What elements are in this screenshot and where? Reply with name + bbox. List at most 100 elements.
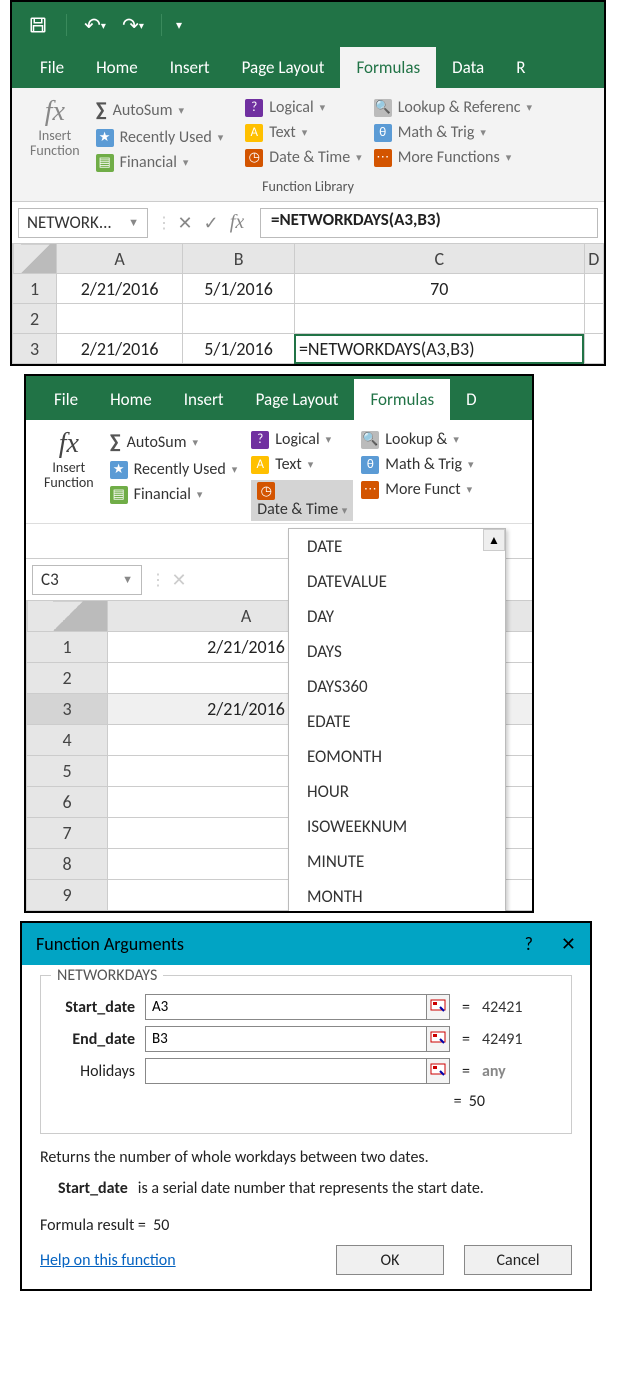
row-header[interactable]: 3: [13, 334, 57, 364]
ribbon-logical[interactable]: ? Logical ▾: [251, 430, 353, 449]
ribbon-more-functions[interactable]: ⋯ More Functions ▾: [374, 148, 532, 167]
tab-d[interactable]: D: [450, 379, 492, 420]
col-header[interactable]: D: [584, 244, 603, 274]
enter-formula-icon[interactable]: ✓: [198, 212, 224, 234]
ribbon-recently-used[interactable]: ★ Recently Used ▾: [110, 460, 238, 479]
row-header[interactable]: 9: [27, 880, 108, 911]
row-header[interactable]: 1: [13, 274, 57, 304]
col-header[interactable]: B: [183, 244, 295, 274]
ribbon-logical[interactable]: ? Logical ▾: [245, 98, 361, 117]
cell[interactable]: 70: [294, 274, 584, 304]
tab-home[interactable]: Home: [80, 47, 154, 88]
cell[interactable]: [584, 334, 603, 364]
dropdown-item[interactable]: DATEVALUE: [289, 564, 505, 599]
cancel-button[interactable]: Cancel: [464, 1245, 572, 1275]
ribbon-lookup-[interactable]: 🔍 Lookup & ▾: [361, 430, 473, 449]
range-selector-icon[interactable]: [426, 1058, 450, 1084]
tab-r[interactable]: R: [500, 47, 541, 88]
close-icon[interactable]: ✕: [561, 933, 576, 955]
row-header[interactable]: 8: [27, 849, 108, 880]
ok-button[interactable]: OK: [336, 1245, 444, 1275]
row-header[interactable]: 4: [27, 725, 108, 756]
arg-result: 42421: [482, 998, 523, 1017]
dropdown-item[interactable]: EOMONTH: [289, 739, 505, 774]
name-box[interactable]: NETWORK...▼: [18, 208, 148, 238]
worksheet[interactable]: ABCD12/21/20165/1/201670232/21/20165/1/2…: [12, 243, 604, 364]
cancel-formula-icon[interactable]: ✕: [172, 212, 198, 234]
cell[interactable]: =NETWORKDAYS(A3,B3): [294, 334, 584, 364]
tab-page-layout[interactable]: Page Layout: [226, 47, 341, 88]
ribbon-text[interactable]: A Text ▾: [245, 123, 361, 142]
cell[interactable]: [57, 304, 183, 334]
dropdown-item[interactable]: EDATE: [289, 704, 505, 739]
ribbon-math-trig[interactable]: θ Math & Trig ▾: [374, 123, 532, 142]
tab-file[interactable]: File: [38, 379, 94, 420]
redo-icon[interactable]: ↷▾: [119, 13, 147, 37]
cell[interactable]: 2/21/2016: [57, 274, 183, 304]
dropdown-item[interactable]: DATE: [289, 529, 505, 564]
range-selector-icon[interactable]: [426, 994, 450, 1020]
undo-icon[interactable]: ↶▾: [81, 13, 109, 37]
row-header[interactable]: 2: [13, 304, 57, 334]
dropdown-item[interactable]: DAY: [289, 599, 505, 634]
tab-home[interactable]: Home: [94, 379, 168, 420]
row-header[interactable]: 3: [27, 694, 108, 725]
cell[interactable]: [294, 304, 584, 334]
name-box[interactable]: C3▼: [32, 565, 142, 595]
col-header[interactable]: C: [294, 244, 584, 274]
dropdown-item[interactable]: HOUR: [289, 774, 505, 809]
tab-page-layout[interactable]: Page Layout: [240, 379, 355, 420]
tab-formulas[interactable]: Formulas: [354, 379, 450, 420]
ribbon-financial[interactable]: ▤ Financial ▾: [96, 153, 224, 172]
cell[interactable]: [183, 304, 295, 334]
select-all[interactable]: [13, 244, 57, 274]
tab-file[interactable]: File: [24, 47, 80, 88]
tab-insert[interactable]: Insert: [168, 379, 240, 420]
ribbon-lookup-referenc[interactable]: 🔍 Lookup & Referenc ▾: [374, 98, 532, 117]
arg-input[interactable]: [145, 1026, 427, 1052]
range-selector-icon[interactable]: [426, 1026, 450, 1052]
formula-input[interactable]: =NETWORKDAYS(A3,B3): [260, 208, 598, 238]
tab-data[interactable]: Data: [436, 47, 500, 88]
ribbon-financial[interactable]: ▤ Financial ▾: [110, 485, 238, 504]
tab-insert[interactable]: Insert: [154, 47, 226, 88]
dropdown-item[interactable]: DAYS360: [289, 669, 505, 704]
arg-input[interactable]: [145, 1058, 427, 1084]
dropdown-item[interactable]: DAYS: [289, 634, 505, 669]
cell[interactable]: 5/1/2016: [183, 274, 295, 304]
fx-icon[interactable]: fx: [224, 211, 250, 234]
ribbon-date-time[interactable]: ◷ Date & Time ▾: [251, 480, 353, 521]
insert-function-button[interactable]: fx Insert Function: [36, 426, 102, 521]
save-icon[interactable]: [24, 13, 52, 37]
ribbon-more-funct[interactable]: ⋯ More Funct ▾: [361, 480, 473, 499]
ribbon-recently-used[interactable]: ★ Recently Used ▾: [96, 128, 224, 147]
ribbon-date-time[interactable]: ◷ Date & Time ▾: [245, 148, 361, 167]
cell[interactable]: [584, 304, 603, 334]
customize-qat-icon[interactable]: ▾: [176, 18, 182, 33]
ribbon-autosum[interactable]: ∑ AutoSum ▾: [110, 430, 238, 454]
ribbon-text[interactable]: A Text ▾: [251, 455, 353, 474]
cell[interactable]: 5/1/2016: [183, 334, 295, 364]
dropdown-item[interactable]: ISOWEEKNUM: [289, 809, 505, 844]
cell[interactable]: [584, 274, 603, 304]
help-link[interactable]: Help on this function: [40, 1251, 176, 1270]
select-all[interactable]: [27, 601, 108, 632]
insert-function-button[interactable]: fx Insert Function: [22, 94, 88, 172]
cancel-formula-icon[interactable]: ✕: [166, 569, 192, 591]
row-header[interactable]: 2: [27, 663, 108, 694]
arg-input[interactable]: [145, 994, 427, 1020]
help-icon[interactable]: ?: [525, 933, 533, 955]
ribbon-math-trig[interactable]: θ Math & Trig ▾: [361, 455, 473, 474]
row-header[interactable]: 7: [27, 818, 108, 849]
row-header[interactable]: 1: [27, 632, 108, 663]
cell[interactable]: 2/21/2016: [57, 334, 183, 364]
row-header[interactable]: 6: [27, 787, 108, 818]
scroll-up-icon[interactable]: ▲: [483, 529, 505, 551]
tab-formulas[interactable]: Formulas: [340, 47, 436, 88]
col-header[interactable]: A: [57, 244, 183, 274]
dropdown-item[interactable]: MINUTE: [289, 844, 505, 879]
ribbon-autosum[interactable]: ∑ AutoSum ▾: [96, 98, 224, 122]
dropdown-item[interactable]: MONTH: [289, 879, 505, 913]
row-header[interactable]: 5: [27, 756, 108, 787]
dialog-titlebar: Function Arguments ? ✕: [22, 923, 590, 965]
